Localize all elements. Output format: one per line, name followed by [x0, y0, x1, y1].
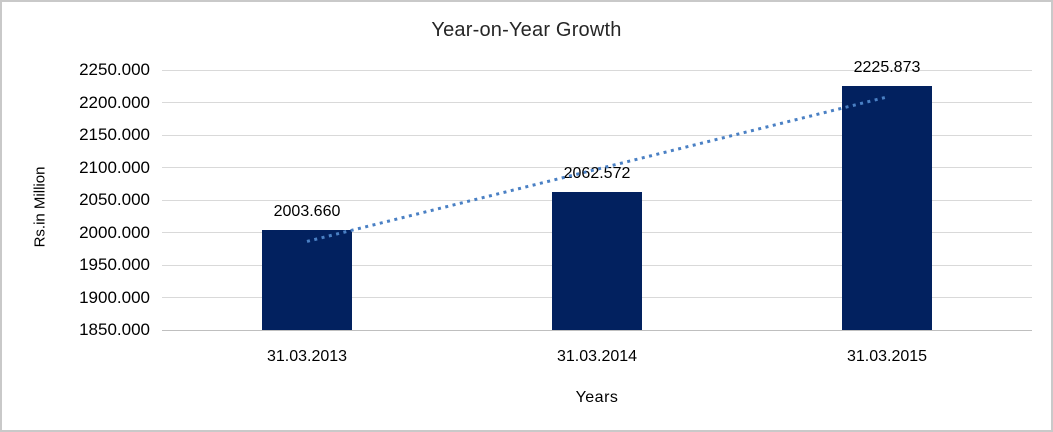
- y-axis-tick-label: 2150.000: [79, 125, 150, 144]
- bar-value-label: 2003.660: [273, 203, 341, 221]
- bar-value-label: 2062.572: [563, 164, 631, 182]
- y-axis-tick-label: 2000.000: [79, 222, 150, 242]
- x-axis-tick-label: 31.03.2013: [266, 348, 348, 365]
- y-axis-tick-label: 2050.000: [79, 190, 150, 209]
- y-axis-tick-label: 2100.000: [79, 157, 150, 177]
- x-axis-tick-label: 31.03.2014: [556, 348, 638, 365]
- bar-31.03.2015[interactable]: [842, 85, 932, 330]
- x-axis-tick-label: 31.03.2015: [846, 348, 928, 365]
- bar-31.03.2013[interactable]: [262, 230, 352, 330]
- chart-title: Year-on-Year Growth: [431, 19, 622, 41]
- y-axis-tick-label: 2200.000: [79, 92, 150, 112]
- x-axis-title: Years: [575, 389, 619, 406]
- y-axis-tick-label: 1900.000: [79, 287, 150, 307]
- y-axis-tick-label: 2250.000: [79, 60, 150, 79]
- y-axis-tick-label: 1950.000: [79, 255, 150, 274]
- bar-31.03.2014[interactable]: [552, 191, 642, 330]
- gridline: [162, 69, 1032, 71]
- bar-value-label: 2225.873: [853, 58, 921, 76]
- y-axis-tick-label: 1850.000: [79, 320, 150, 339]
- x-axis-line: [162, 330, 1032, 331]
